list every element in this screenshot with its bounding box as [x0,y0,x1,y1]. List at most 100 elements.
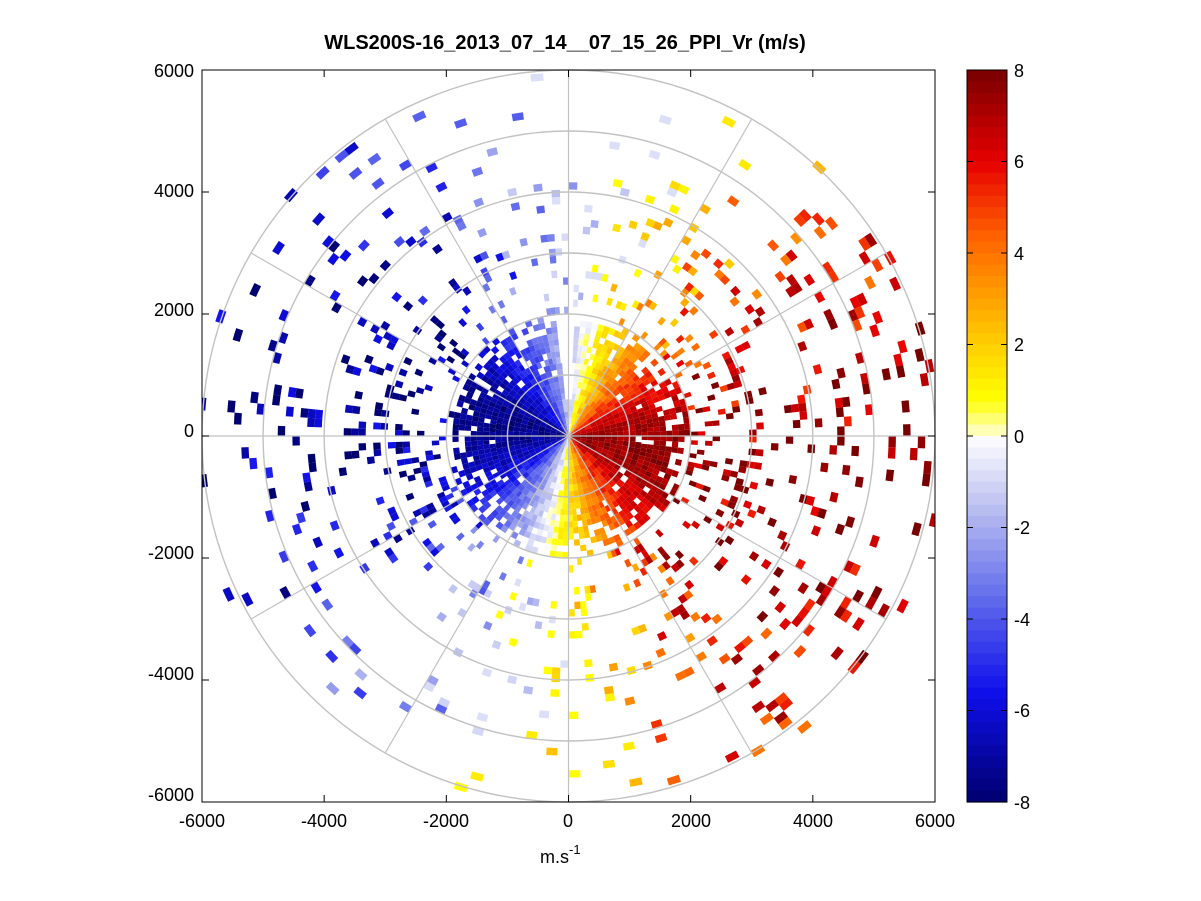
velocity-cell [700,248,712,260]
velocity-cell [579,426,586,432]
velocity-cell [448,278,458,288]
velocity-cell [454,118,468,129]
velocity-cell [536,205,545,214]
velocity-cell [528,404,536,412]
velocity-cell [402,301,414,312]
velocity-cell [496,479,505,487]
velocity-cell [591,367,600,376]
velocity-cell [486,485,495,494]
velocity-cell [586,436,593,441]
velocity-cell [413,467,422,475]
velocity-cell [458,424,466,431]
velocity-cell [518,456,527,464]
velocity-cell [502,418,510,426]
velocity-cell [453,453,461,461]
velocity-cell [690,431,698,436]
velocity-cell [568,770,581,778]
velocity-cell [495,366,504,375]
velocity-cell [645,218,656,228]
velocity-cell [635,475,643,483]
velocity-cell [738,158,752,172]
velocity-cell [553,470,560,478]
velocity-cell [529,451,537,458]
velocity-cell [693,360,703,369]
velocity-cell [550,438,558,443]
velocity-cell [673,400,681,408]
velocity-cell [803,598,816,611]
velocity-cell [791,614,804,628]
velocity-cell [589,464,596,471]
velocity-cell [645,413,653,420]
velocity-cell [507,436,514,442]
velocity-cell [307,408,316,419]
velocity-cell [661,478,669,486]
velocity-cell [575,477,582,485]
velocity-cell [589,420,598,428]
colorbar-step [967,70,1007,83]
velocity-cell [585,384,592,392]
velocity-cell [456,221,467,232]
velocity-cell [420,465,429,473]
velocity-cell [526,408,534,415]
velocity-cell [797,606,810,620]
velocity-cell [526,525,534,533]
colorbar-step [967,367,1007,380]
velocity-cell [611,436,618,441]
velocity-cell [571,425,577,432]
velocity-cell [627,378,635,387]
velocity-cell [646,466,655,474]
velocity-cell [576,381,583,389]
velocity-cell [543,293,550,302]
velocity-cell [549,481,556,490]
velocity-cell [659,466,668,474]
x-axis-label-superscript: -1 [569,842,581,857]
velocity-cell [654,733,668,744]
velocity-cell [500,524,509,534]
velocity-cell [649,496,658,506]
velocity-cell [590,271,598,280]
velocity-cell [477,426,484,432]
velocity-cell [648,403,656,410]
velocity-cell [558,484,565,491]
velocity-cell [511,410,519,418]
azimuth-spoke [567,118,753,437]
velocity-cell [531,436,539,443]
velocity-cell [545,480,552,488]
velocity-cell [864,404,874,416]
velocity-cell [571,411,577,419]
velocity-cell [499,363,508,372]
velocity-cell [308,462,317,473]
velocity-cell [921,473,931,487]
velocity-cell [476,371,485,380]
velocity-cell [604,428,612,433]
velocity-cell [602,445,610,451]
velocity-cell [468,386,476,394]
velocity-cell [545,327,553,335]
velocity-cell [622,507,631,515]
velocity-cell [614,351,622,360]
velocity-cell [610,515,618,523]
velocity-cell [560,660,569,668]
velocity-cell [618,354,626,362]
colorbar-step [967,790,1007,803]
velocity-cell [608,495,616,503]
velocity-cell [690,611,701,623]
velocity-cell [797,340,808,352]
velocity-cell [557,533,564,540]
velocity-cell [499,382,507,390]
y-tick-label: 6000 [154,61,194,81]
velocity-cell [322,235,335,249]
velocity-cell [685,465,695,472]
velocity-cell [540,504,546,512]
velocity-cell [827,317,839,330]
x-tick-label: -4000 [301,811,347,831]
velocity-cell [329,289,341,302]
velocity-cell [928,513,935,528]
velocity-cell [651,412,659,419]
velocity-cell [827,270,840,284]
velocity-cell [540,393,548,402]
colorbar-step [967,779,1007,792]
velocity-cell [735,477,744,486]
velocity-cell [300,407,309,418]
velocity-cell [640,478,648,486]
